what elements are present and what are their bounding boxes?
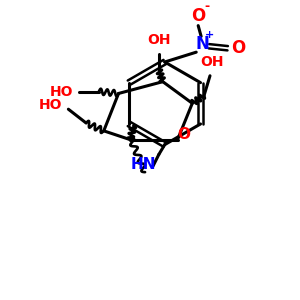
- Text: HN: HN: [130, 157, 156, 172]
- Text: O: O: [177, 127, 190, 142]
- Text: HO: HO: [50, 85, 73, 98]
- Text: +: +: [206, 30, 214, 40]
- Text: -: -: [205, 0, 210, 14]
- Text: OH: OH: [147, 33, 171, 47]
- Text: N: N: [195, 35, 209, 53]
- Text: HO: HO: [39, 98, 62, 112]
- Text: O: O: [231, 39, 246, 57]
- Text: O: O: [191, 7, 205, 25]
- Text: OH: OH: [200, 55, 224, 69]
